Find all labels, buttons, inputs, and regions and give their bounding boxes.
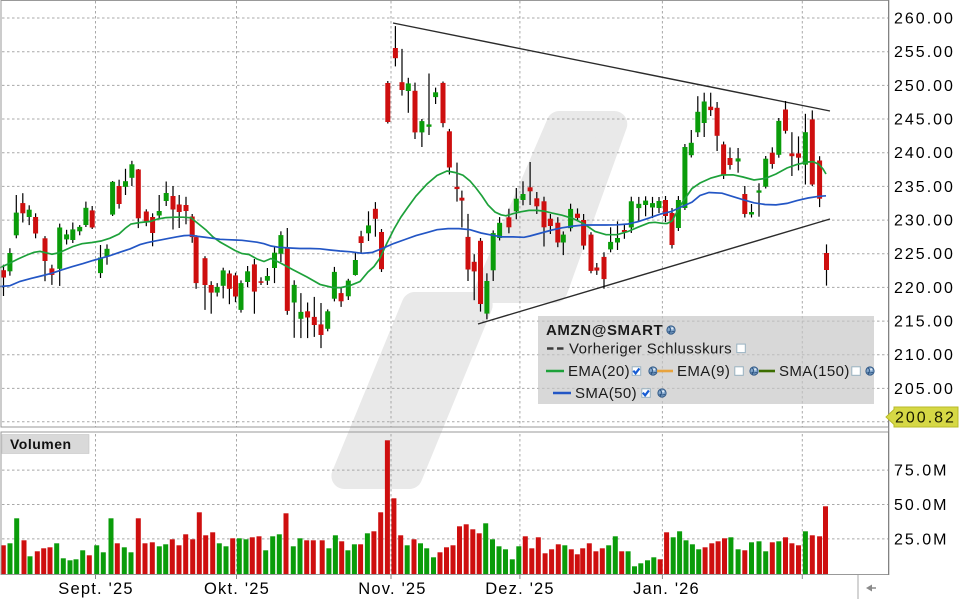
svg-text:250.00: 250.00 [894,78,955,95]
svg-text:205.00: 205.00 [894,381,955,398]
svg-text:Volumen: Volumen [10,436,72,452]
svg-text:Dez. '25: Dez. '25 [485,580,555,598]
svg-text:Vorheriger Schlusskurs: Vorheriger Schlusskurs [569,341,732,358]
svg-text:SMA(50): SMA(50) [575,385,637,402]
svg-text:240.00: 240.00 [894,145,955,162]
svg-text:Nov. '25: Nov. '25 [358,580,426,598]
svg-text:SMA(150): SMA(150) [779,363,850,380]
svg-text:75.0M: 75.0M [894,463,948,480]
svg-text:210.00: 210.00 [894,347,955,364]
svg-text:AMZN@SMART: AMZN@SMART [546,322,663,339]
svg-text:EMA(20): EMA(20) [568,363,630,380]
svg-text:255.00: 255.00 [894,44,955,61]
svg-text:Jan. '26: Jan. '26 [633,580,700,598]
svg-text:25.0M: 25.0M [894,531,948,548]
svg-text:Sept. '25: Sept. '25 [58,580,133,598]
svg-text:245.00: 245.00 [894,112,955,129]
svg-text:200.82: 200.82 [895,410,956,427]
svg-text:EMA(9): EMA(9) [677,363,730,380]
svg-text:215.00: 215.00 [894,314,955,331]
svg-text:260.00: 260.00 [894,11,955,28]
svg-text:220.00: 220.00 [894,280,955,297]
svg-text:235.00: 235.00 [894,179,955,196]
svg-text:230.00: 230.00 [894,213,955,230]
svg-text:225.00: 225.00 [894,246,955,263]
svg-text:50.0M: 50.0M [894,497,948,514]
svg-text:Okt. '25: Okt. '25 [204,580,270,598]
